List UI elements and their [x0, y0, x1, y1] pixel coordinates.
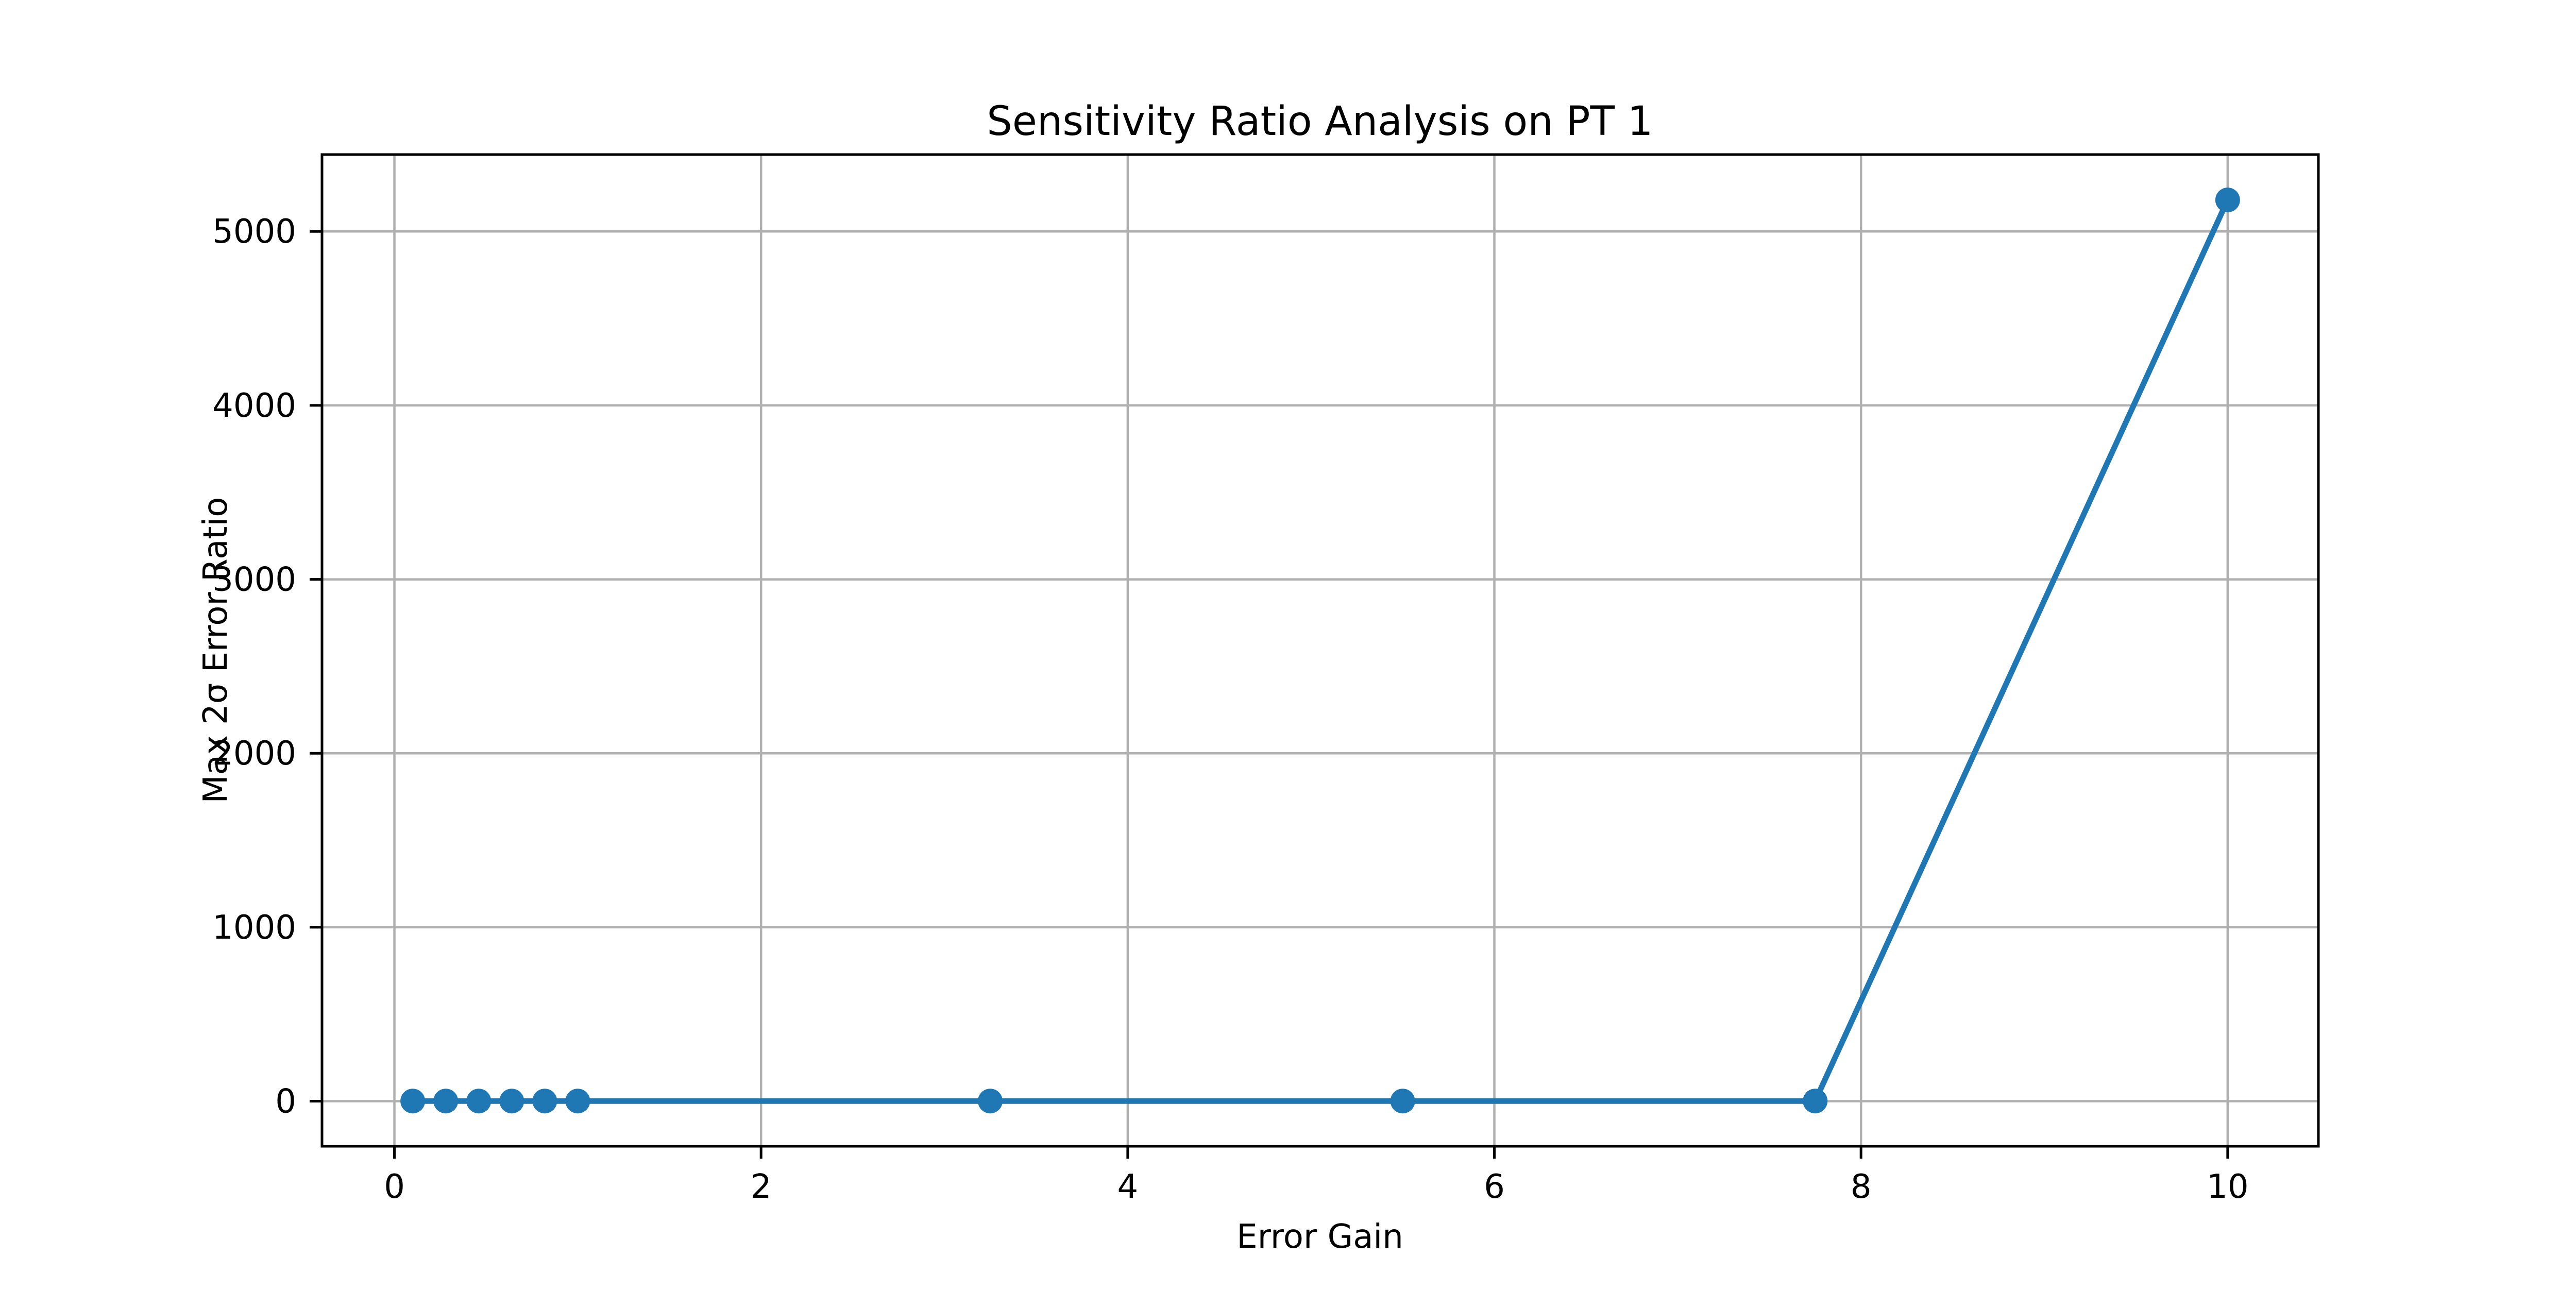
tick-marks [310, 230, 2229, 1159]
x-tick-label: 6 [1484, 1168, 1505, 1206]
data-point [466, 1089, 492, 1114]
x-tick-labels: 0 2 4 6 8 10 [384, 1168, 2248, 1206]
x-tick-label: 8 [1851, 1168, 1872, 1206]
y-axis-label: Max 2σ Error Ratio [197, 497, 235, 804]
y-tick-label: 0 [275, 1083, 296, 1121]
plot-border [320, 153, 2320, 1148]
chart-title: Sensitivity Ratio Analysis on PT 1 [987, 98, 1653, 145]
data-point [433, 1089, 459, 1114]
y-tick-label: 2000 [212, 735, 296, 773]
data-point [565, 1089, 590, 1114]
y-tick-label: 4000 [212, 387, 296, 425]
x-tick-label: 0 [384, 1168, 405, 1206]
data-point [1390, 1089, 1415, 1114]
y-tick-labels: 0 1000 2000 3000 4000 5000 [212, 213, 296, 1121]
data-point [2215, 188, 2240, 213]
x-tick-label: 4 [1117, 1168, 1139, 1206]
data-point [1803, 1089, 1828, 1114]
data-series [400, 188, 2240, 1114]
data-point [400, 1089, 426, 1114]
data-point [532, 1089, 557, 1114]
data-point [978, 1089, 1003, 1114]
x-axis-label: Error Gain [1236, 1218, 1403, 1256]
x-tick-label: 10 [2207, 1168, 2248, 1206]
x-tick-label: 2 [751, 1168, 772, 1206]
y-tick-label: 3000 [212, 561, 296, 599]
y-tick-label: 5000 [212, 213, 296, 251]
data-line [410, 197, 2231, 1104]
data-point [499, 1089, 524, 1114]
y-tick-label: 1000 [212, 909, 296, 947]
